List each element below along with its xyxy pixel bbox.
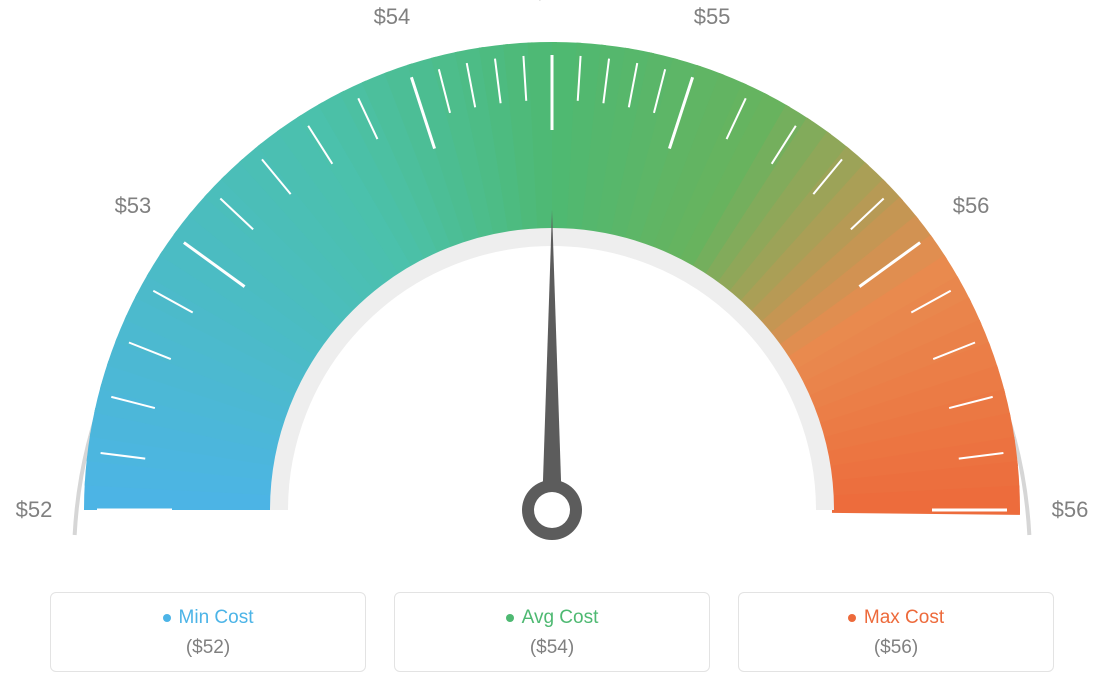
gauge-tick-label: $55	[694, 4, 731, 30]
gauge-tick-label: $53	[115, 193, 152, 219]
legend-card-min: Min Cost ($52)	[50, 592, 366, 672]
legend-card-max: Max Cost ($56)	[738, 592, 1054, 672]
legend-dot-max	[848, 614, 856, 622]
legend-value-avg: ($54)	[405, 637, 699, 659]
gauge-tick-label: $54	[534, 0, 571, 5]
legend-title-min: Min Cost	[163, 607, 254, 629]
legend-row: Min Cost ($52) Avg Cost ($54) Max Cost (…	[50, 592, 1054, 672]
legend-card-avg: Avg Cost ($54)	[394, 592, 710, 672]
gauge-tick-label: $56	[1052, 497, 1089, 523]
gauge-tick-label: $54	[374, 4, 411, 30]
legend-title-max: Max Cost	[848, 607, 944, 629]
legend-label-max: Max Cost	[864, 607, 944, 629]
legend-value-max: ($56)	[749, 637, 1043, 659]
legend-dot-avg	[506, 614, 514, 622]
legend-dot-min	[163, 614, 171, 622]
gauge-tick-label: $56	[953, 193, 990, 219]
gauge-chart: $52 $53 $54 $54 $55 $56 $56	[0, 0, 1104, 580]
gauge-tick-label: $52	[16, 497, 53, 523]
legend-value-min: ($52)	[61, 637, 355, 659]
legend-label-avg: Avg Cost	[522, 607, 599, 629]
legend-label-min: Min Cost	[179, 607, 254, 629]
gauge-svg	[0, 0, 1104, 580]
legend-title-avg: Avg Cost	[506, 607, 599, 629]
